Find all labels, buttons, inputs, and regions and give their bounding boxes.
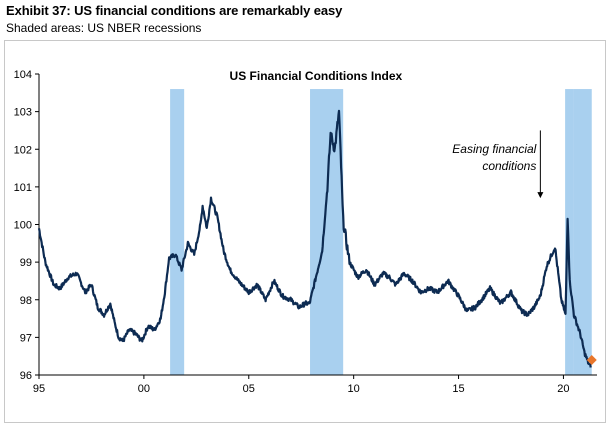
y-tick-label: 100 — [14, 220, 32, 232]
y-axis-ticks: 96 97 98 99 100 101 102 103 104 — [14, 69, 39, 382]
page-title: Exhibit 37: US financial conditions are … — [6, 3, 343, 18]
y-tick-label: 104 — [14, 69, 32, 81]
x-tick-label: 05 — [243, 383, 255, 395]
y-tick-label: 97 — [20, 332, 32, 344]
y-tick-label: 103 — [14, 107, 32, 119]
recession-band-3 — [573, 89, 592, 376]
annotation-arrowhead — [537, 192, 544, 199]
chart-title: US Financial Conditions Index — [230, 69, 403, 83]
easing-annotation: Easing financial conditions — [452, 130, 544, 199]
chart-frame — [4, 40, 606, 423]
recession-band-1 — [310, 89, 344, 376]
x-tick-label: 15 — [452, 383, 464, 395]
y-tick-label: 96 — [20, 370, 32, 382]
y-tick-label: 102 — [14, 144, 32, 156]
series-line-0 — [37, 109, 592, 368]
x-tick-label: 10 — [348, 383, 360, 395]
annotation-line-2: conditions — [482, 159, 536, 173]
page-subtitle: Shaded areas: US NBER recessions — [6, 21, 202, 35]
recession-band-2 — [565, 89, 574, 376]
annotation-line-1: Easing financial — [452, 142, 536, 156]
recession-shading — [170, 89, 592, 376]
x-tick-label: 00 — [138, 383, 150, 395]
y-tick-label: 98 — [20, 295, 32, 307]
x-tick-label: 20 — [557, 383, 569, 395]
series-layer — [37, 109, 597, 368]
last-point-marker — [586, 354, 597, 365]
y-tick-label: 99 — [20, 257, 32, 269]
y-tick-label: 101 — [14, 182, 32, 194]
x-axis-ticks: 95 00 05 10 15 20 — [33, 375, 570, 395]
recession-band-0 — [170, 89, 185, 376]
x-tick-label: 95 — [33, 383, 45, 395]
